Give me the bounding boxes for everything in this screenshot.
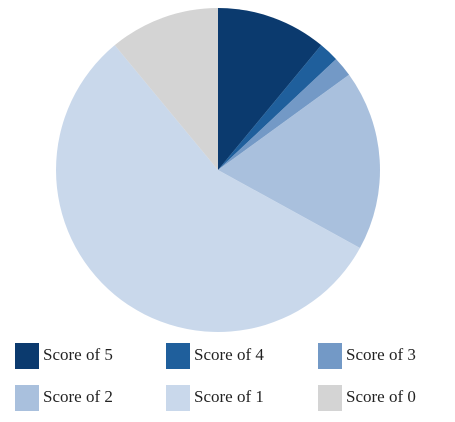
legend-swatch (318, 385, 342, 411)
legend-swatch (15, 343, 39, 369)
legend-label: Score of 1 (194, 387, 264, 406)
legend-label: Score of 5 (43, 345, 113, 364)
pie-slice (55, 45, 360, 333)
legend-label: Score of 0 (346, 387, 416, 406)
legend-swatch (318, 343, 342, 369)
legend-label: Score of 4 (194, 345, 264, 364)
pie-slice (218, 59, 350, 170)
legend-swatch (15, 385, 39, 411)
pie-slice (218, 45, 337, 171)
legend-label: Score of 3 (346, 345, 416, 364)
pie-slice (218, 74, 380, 249)
legend-swatch (166, 385, 190, 411)
legend-label: Score of 2 (43, 387, 113, 406)
legend-swatch (166, 343, 190, 369)
pie-slice (218, 8, 322, 170)
pie-slice (114, 8, 218, 170)
